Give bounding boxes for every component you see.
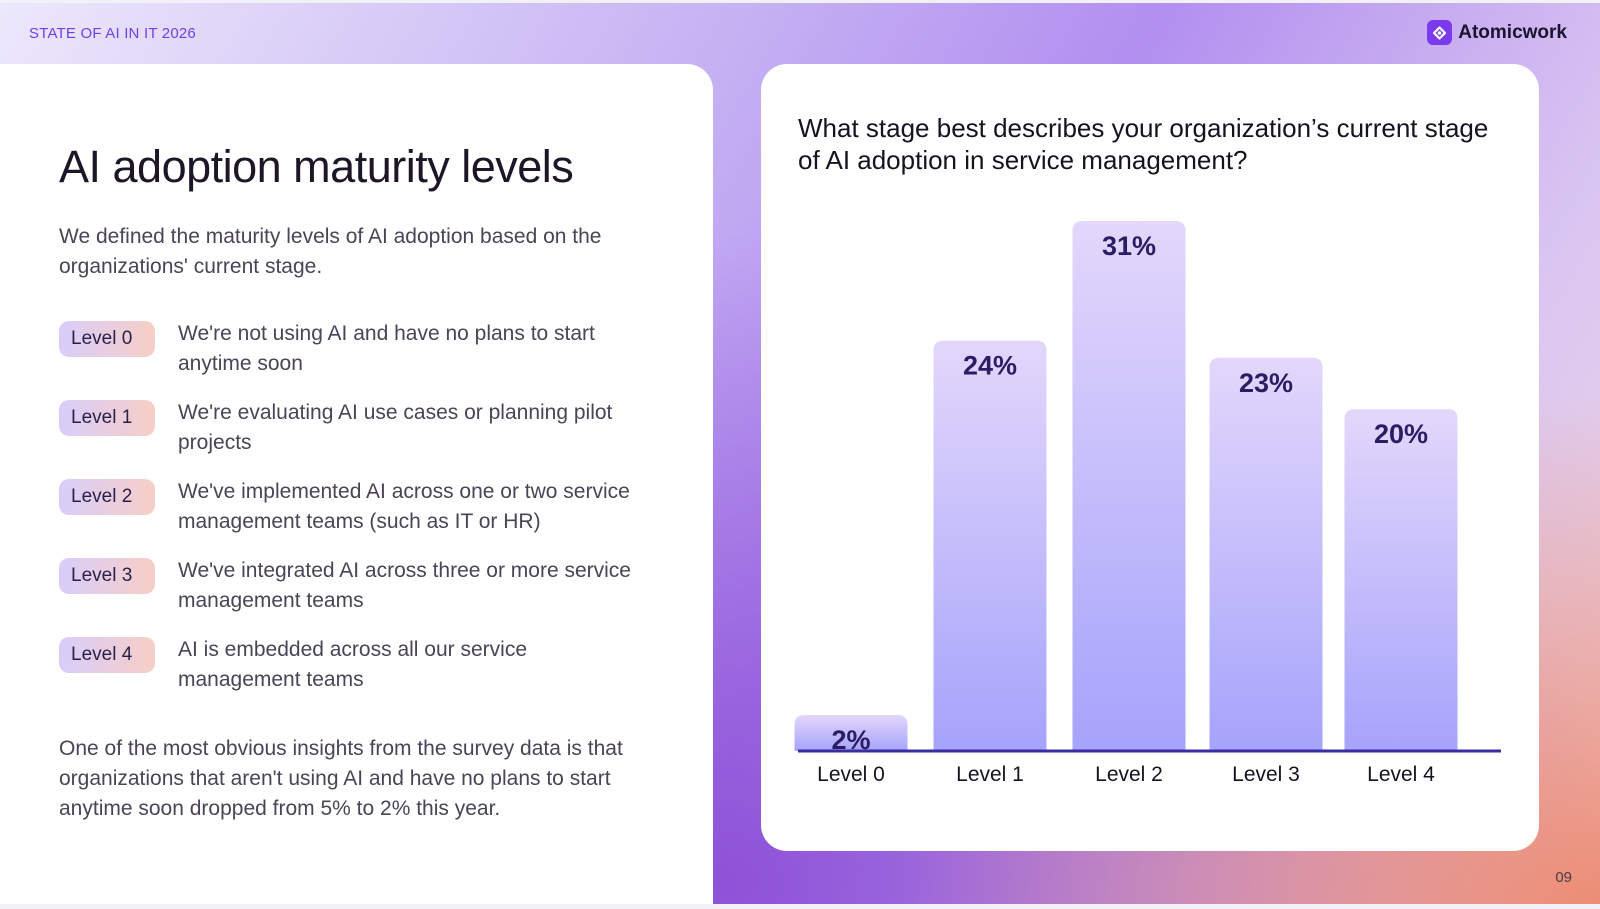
- intro-text: We defined the maturity levels of AI ado…: [59, 225, 602, 278]
- report-label: STATE OF AI IN IT 2026: [29, 25, 196, 42]
- x-tick-label: Level 1: [956, 763, 1024, 786]
- list-item: Level 1 We're evaluating AI use cases or…: [59, 398, 659, 477]
- maturity-level-list: Level 0 We're not using AI and have no p…: [59, 319, 659, 714]
- x-tick-label: Level 3: [1232, 763, 1300, 786]
- chart-title: What stage best describes your organizat…: [798, 113, 1489, 175]
- brand-name: Atomicwork: [1458, 21, 1567, 43]
- bar-value-label: 24%: [963, 351, 1017, 381]
- bar-level-1: [933, 340, 1047, 751]
- bar-level-2: [1072, 221, 1186, 751]
- x-tick-label: Level 2: [1095, 763, 1163, 786]
- bar-chart: 2% Level 0 24% Level 1 31% Level 2 23% Level 3 2…: [794, 221, 1501, 786]
- bar-level-3: [1209, 357, 1323, 751]
- atomicwork-logo-icon: [1427, 20, 1453, 45]
- slide-background: STATE OF AI IN IT 2026 Atomicwork AI ado…: [0, 3, 1600, 904]
- level-description: We're evaluating AI use cases or plannin…: [178, 401, 613, 454]
- list-item: Level 0 We're not using AI and have no p…: [59, 319, 659, 398]
- bar-level-0: [794, 715, 908, 751]
- level-badge: Level 2: [59, 479, 155, 515]
- brand: Atomicwork: [1427, 20, 1567, 45]
- level-description: We've integrated AI across three or more…: [178, 559, 631, 612]
- chart-card: What stage best describes your organizat…: [761, 64, 1539, 851]
- list-item: Level 2 We've implemented AI across one …: [59, 477, 659, 556]
- level-description: AI is embedded across all our service ma…: [178, 638, 527, 691]
- x-tick-label: Level 4: [1367, 763, 1435, 786]
- level-badge: Level 0: [59, 321, 155, 357]
- level-description: We've implemented AI across one or two s…: [178, 480, 630, 533]
- list-item: Level 3 We've integrated AI across three…: [59, 556, 659, 635]
- level-badge: Level 3: [59, 558, 155, 594]
- level-description: We're not using AI and have no plans to …: [178, 322, 595, 375]
- bar-level-4: [1344, 409, 1458, 751]
- page-number: 09: [1555, 869, 1572, 886]
- bar-value-label: 31%: [1102, 231, 1156, 261]
- page-title: AI adoption maturity levels: [59, 141, 574, 192]
- level-badge: Level 1: [59, 400, 155, 436]
- x-tick-label: Level 0: [817, 763, 885, 786]
- bar-value-label: 23%: [1239, 368, 1293, 398]
- level-badge: Level 4: [59, 637, 155, 673]
- bar-value-label: 2%: [831, 725, 870, 755]
- list-item: Level 4 AI is embedded across all our se…: [59, 635, 659, 714]
- insight-text: One of the most obvious insights from th…: [59, 737, 623, 820]
- bar-value-label: 20%: [1374, 419, 1428, 449]
